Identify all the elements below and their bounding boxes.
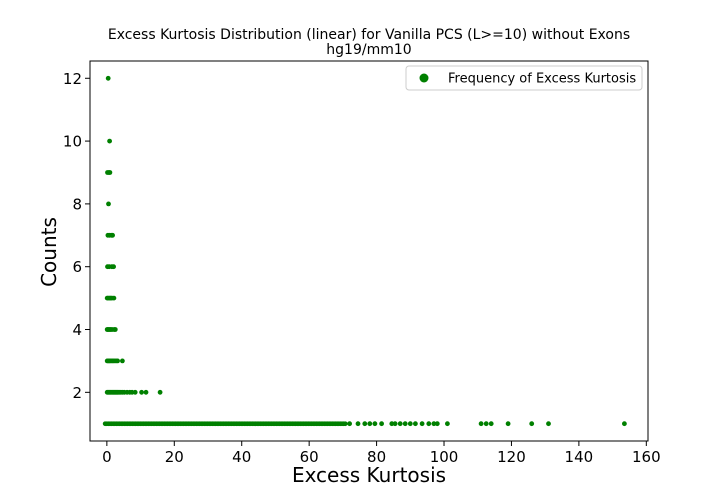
data-point — [434, 421, 440, 427]
data-point — [488, 421, 494, 427]
x-tick-label: 20 — [165, 448, 184, 466]
data-point — [143, 389, 149, 395]
x-tick-label: 80 — [367, 448, 386, 466]
data-point — [107, 170, 113, 175]
data-point — [426, 421, 432, 427]
data-point — [111, 264, 116, 270]
plot-area-frame — [89, 60, 649, 442]
y-tick-label: 6 — [72, 258, 82, 276]
data-point — [105, 75, 111, 81]
data-point — [342, 421, 348, 427]
data-point — [111, 295, 117, 301]
legend-box — [405, 65, 643, 91]
data-point — [106, 201, 111, 207]
chart-title: Excess Kurtosis Distribution (linear) fo… — [108, 27, 630, 43]
x-axis: 0 20 40 60 80 100 120 140 160 — [102, 441, 661, 466]
x-tick-label: 120 — [497, 448, 526, 466]
x-tick-label: 160 — [632, 448, 661, 466]
data-point — [483, 421, 489, 427]
data-point — [546, 421, 551, 427]
y-tick-label: 8 — [72, 195, 82, 213]
data-point — [529, 421, 535, 427]
data-point — [157, 389, 163, 395]
data-point — [367, 421, 373, 427]
data-point — [389, 421, 395, 427]
data-point — [120, 358, 125, 364]
legend-label: Frequency of Excess Kurtosis — [448, 72, 636, 87]
data-point — [112, 327, 118, 332]
y-axis: 2 4 6 8 10 12 — [63, 70, 90, 402]
data-point — [445, 421, 450, 427]
data-point — [478, 421, 484, 427]
y-tick-label: 2 — [72, 384, 82, 402]
data-point — [505, 421, 511, 427]
data-point — [402, 421, 408, 427]
data-point — [362, 421, 368, 427]
data-point — [115, 358, 120, 364]
x-axis-label: Excess Kurtosis — [292, 463, 446, 487]
x-tick-label: 60 — [300, 448, 319, 466]
data-point — [407, 421, 413, 427]
data-point — [379, 421, 384, 427]
x-tick-label: 40 — [232, 448, 251, 466]
data-point — [372, 421, 378, 427]
x-tick-label: 100 — [430, 448, 459, 466]
legend-marker-circle-icon — [419, 73, 429, 83]
data-point — [110, 232, 115, 238]
y-tick-label: 4 — [72, 321, 82, 339]
data-point — [622, 421, 627, 427]
data-point — [132, 389, 138, 395]
data-point — [419, 421, 425, 427]
x-tick-label: 0 — [102, 448, 112, 466]
data-points — [102, 75, 627, 427]
data-point — [347, 421, 352, 427]
data-point — [413, 421, 418, 427]
x-tick-label: 140 — [565, 448, 594, 466]
data-point — [139, 389, 145, 395]
legend: Frequency of Excess Kurtosis — [405, 65, 643, 91]
data-point — [397, 421, 403, 427]
y-tick-label: 12 — [63, 70, 82, 88]
data-point — [107, 138, 112, 144]
data-point — [392, 421, 398, 427]
y-tick-label: 10 — [63, 133, 82, 151]
data-point — [355, 421, 361, 427]
chart-subtitle: hg19/mm10 — [326, 42, 411, 58]
y-axis-label: Counts — [37, 217, 61, 287]
data-point — [431, 421, 437, 427]
